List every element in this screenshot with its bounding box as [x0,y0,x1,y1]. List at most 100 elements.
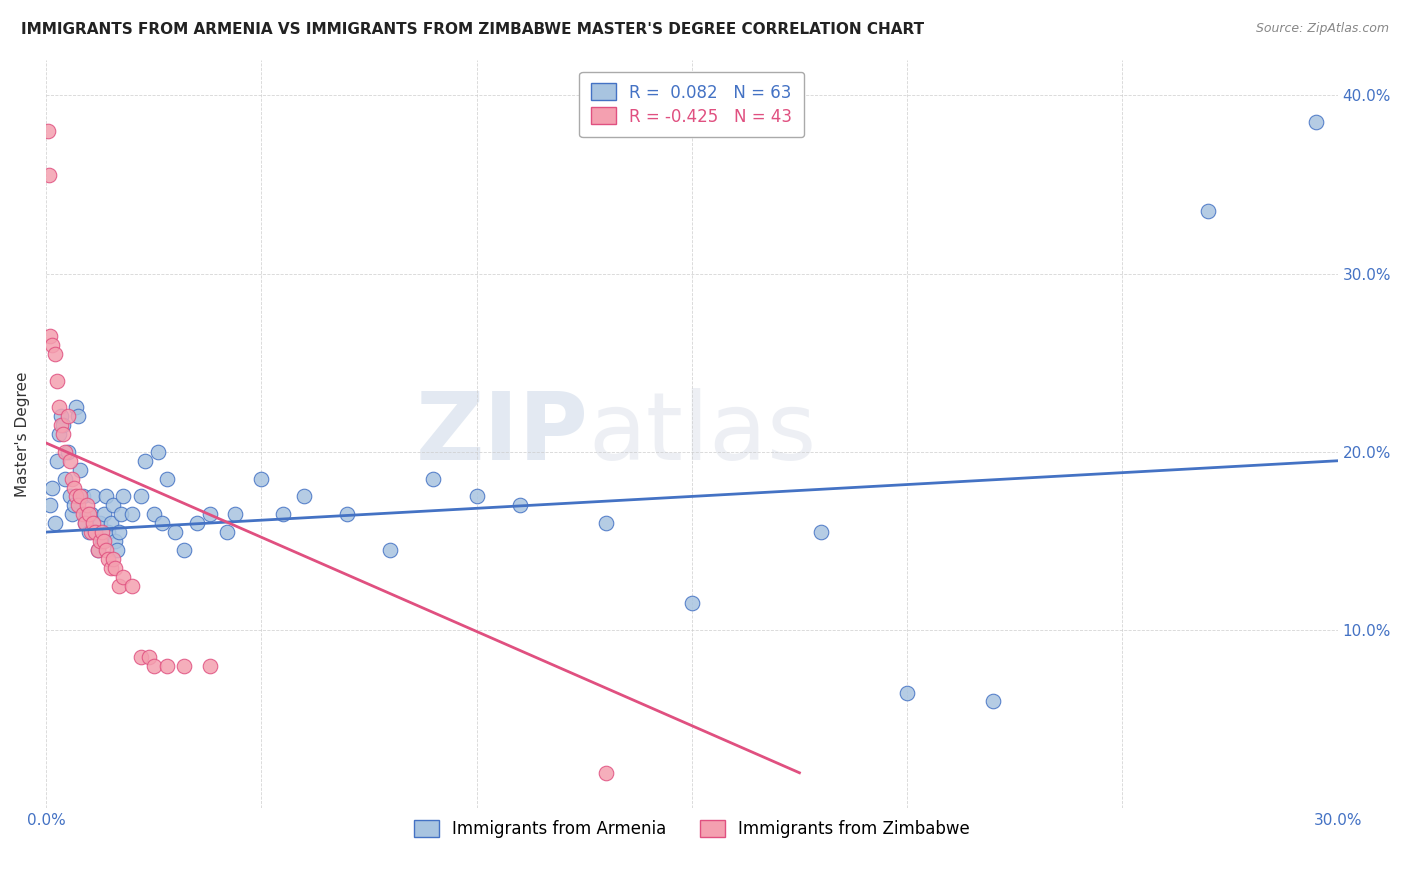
Point [104,560,127,574]
Point [336,508,359,522]
Point [49,418,72,433]
Point [110,508,132,522]
Point [97,525,120,540]
Point [76,499,98,513]
Point [73,516,96,531]
Point [142,508,165,522]
Point [67,409,90,424]
Point [86,542,108,557]
Point [150,516,173,531]
Point [100,560,122,574]
Text: Source: ZipAtlas.com: Source: ZipAtlas.com [1256,22,1389,36]
Point [59,490,82,504]
Point [44,347,66,361]
Point [129,649,152,664]
Point [121,578,143,592]
Point [41,338,63,352]
Point [76,508,98,522]
Point [69,490,91,504]
Point [45,454,67,468]
Point [65,401,87,415]
Point [108,578,131,592]
Point [53,445,76,459]
Point [63,481,86,495]
Point [224,508,246,522]
Point [45,374,67,388]
Point [82,516,104,531]
Point [250,472,273,486]
Point [49,409,72,424]
Point [112,569,135,583]
Point [84,525,107,540]
Point [39,499,62,513]
Point [96,542,118,557]
Point [105,542,128,557]
Point [52,418,75,433]
Point [292,490,315,504]
Point [896,685,918,699]
Point [91,525,114,540]
Point [82,490,104,504]
Point [80,508,103,522]
Point [1305,115,1327,129]
Point [73,516,96,531]
Point [101,551,124,566]
Point [271,508,294,522]
Point [142,658,165,673]
Point [509,499,531,513]
Point [89,516,111,531]
Point [129,490,152,504]
Point [97,551,120,566]
Point [48,401,70,415]
Point [186,516,208,531]
Point [84,525,107,540]
Point [69,463,91,477]
Y-axis label: Master's Degree: Master's Degree [15,371,30,497]
Point [96,490,118,504]
Text: ZIP: ZIP [416,388,589,480]
Point [53,472,76,486]
Point [41,481,63,495]
Point [198,508,221,522]
Point [77,525,100,540]
Point [38,169,60,183]
Point [60,508,83,522]
Point [380,542,402,557]
Point [121,508,143,522]
Point [72,490,94,504]
Point [37,124,59,138]
Point [681,596,703,610]
Text: atlas: atlas [589,388,817,480]
Legend: Immigrants from Armenia, Immigrants from Zimbabwe: Immigrants from Armenia, Immigrants from… [408,814,977,845]
Point [101,499,124,513]
Point [56,409,79,424]
Point [80,525,103,540]
Point [146,445,169,459]
Point [1198,204,1220,219]
Point [93,534,115,549]
Point [134,454,156,468]
Point [981,694,1004,708]
Point [138,649,160,664]
Point [48,427,70,442]
Point [77,508,100,522]
Point [165,525,187,540]
Point [52,427,75,442]
Point [108,525,131,540]
Point [60,472,83,486]
Point [198,658,221,673]
Point [65,490,87,504]
Point [100,516,122,531]
Point [155,472,177,486]
Point [422,472,444,486]
Point [595,516,617,531]
Point [91,534,114,549]
Point [112,490,135,504]
Point [595,765,617,780]
Point [44,516,66,531]
Point [810,525,832,540]
Point [56,445,79,459]
Point [465,490,488,504]
Point [155,658,177,673]
Point [93,508,115,522]
